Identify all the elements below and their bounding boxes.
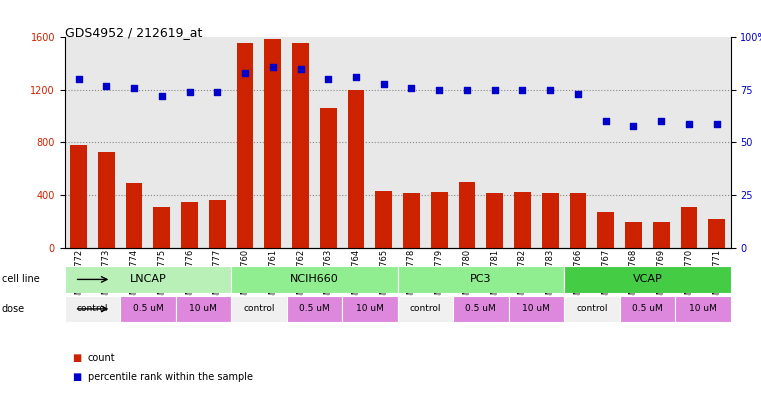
Text: 10 uM: 10 uM — [689, 305, 717, 313]
Bar — [120, 296, 176, 322]
Text: control: control — [244, 305, 275, 313]
Bar — [564, 296, 619, 322]
Bar — [680, 207, 697, 248]
Point — [350, 74, 362, 81]
Point — [489, 87, 501, 93]
Bar — [176, 296, 231, 322]
Point — [627, 123, 639, 129]
Text: 0.5 uM: 0.5 uM — [299, 305, 330, 313]
Point — [572, 91, 584, 97]
Text: percentile rank within the sample: percentile rank within the sample — [88, 372, 253, 382]
Text: ■: ■ — [72, 353, 81, 363]
Bar — [265, 39, 281, 248]
Text: PC3: PC3 — [470, 274, 492, 285]
Bar — [342, 296, 397, 322]
Bar — [397, 266, 564, 293]
Point — [100, 83, 113, 89]
Bar — [570, 193, 586, 248]
Text: 10 uM: 10 uM — [356, 305, 384, 313]
Bar — [397, 296, 453, 322]
Point — [711, 120, 723, 127]
Bar — [98, 152, 115, 248]
Bar — [619, 296, 675, 322]
Point — [266, 64, 279, 70]
Bar — [292, 42, 309, 248]
Text: control: control — [409, 305, 441, 313]
Bar — [431, 193, 447, 248]
Bar — [154, 207, 170, 248]
Bar — [70, 145, 87, 248]
Point — [322, 76, 334, 83]
Bar — [653, 222, 670, 248]
Point — [156, 93, 168, 99]
Point — [600, 118, 612, 125]
Point — [655, 118, 667, 125]
Bar — [65, 266, 231, 293]
Text: 0.5 uM: 0.5 uM — [132, 305, 164, 313]
Text: dose: dose — [2, 304, 24, 314]
Bar — [597, 212, 614, 248]
Bar — [675, 296, 731, 322]
Bar — [348, 90, 365, 248]
Bar — [231, 296, 287, 322]
Text: control: control — [576, 305, 607, 313]
Text: 0.5 uM: 0.5 uM — [466, 305, 496, 313]
Text: 10 uM: 10 uM — [189, 305, 218, 313]
Text: NCIH660: NCIH660 — [290, 274, 339, 285]
Point — [683, 120, 695, 127]
Bar — [287, 296, 342, 322]
Bar — [514, 193, 531, 248]
Point — [433, 87, 445, 93]
Bar — [403, 193, 420, 248]
Bar — [126, 183, 142, 248]
Point — [461, 87, 473, 93]
Text: count: count — [88, 353, 115, 363]
Bar — [320, 108, 336, 248]
Bar — [209, 200, 225, 248]
Point — [544, 87, 556, 93]
Text: control: control — [77, 305, 108, 313]
Point — [128, 84, 140, 91]
Bar — [181, 202, 198, 248]
Point — [239, 70, 251, 76]
Bar — [65, 296, 120, 322]
Bar — [708, 219, 725, 248]
Point — [377, 81, 390, 87]
Bar — [459, 182, 476, 248]
Point — [517, 87, 529, 93]
Bar — [375, 191, 392, 248]
Point — [72, 76, 84, 83]
Bar — [564, 266, 731, 293]
Point — [406, 84, 418, 91]
Point — [183, 89, 196, 95]
Bar — [486, 193, 503, 248]
Bar — [453, 296, 508, 322]
Bar — [625, 222, 642, 248]
Text: VCAP: VCAP — [632, 274, 662, 285]
Text: cell line: cell line — [2, 274, 40, 285]
Bar — [542, 193, 559, 248]
Bar — [231, 266, 397, 293]
Bar — [508, 296, 564, 322]
Point — [295, 66, 307, 72]
Text: LNCAP: LNCAP — [129, 274, 167, 285]
Text: GDS4952 / 212619_at: GDS4952 / 212619_at — [65, 26, 202, 39]
Text: 10 uM: 10 uM — [522, 305, 550, 313]
Bar — [237, 42, 253, 248]
Text: ■: ■ — [72, 372, 81, 382]
Point — [212, 89, 224, 95]
Text: 0.5 uM: 0.5 uM — [632, 305, 663, 313]
